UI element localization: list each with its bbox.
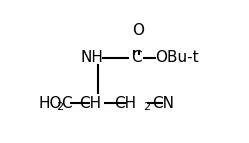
Text: OBu-t: OBu-t xyxy=(155,50,199,65)
Text: NH: NH xyxy=(80,50,103,65)
Text: CN: CN xyxy=(152,96,174,111)
Text: C: C xyxy=(131,50,142,65)
Text: C: C xyxy=(61,96,72,111)
Text: 2: 2 xyxy=(56,102,63,112)
Text: O: O xyxy=(132,23,144,38)
Text: HO: HO xyxy=(39,96,62,111)
Text: CH: CH xyxy=(79,96,101,111)
Text: 2: 2 xyxy=(143,102,150,112)
Text: CH: CH xyxy=(115,96,137,111)
